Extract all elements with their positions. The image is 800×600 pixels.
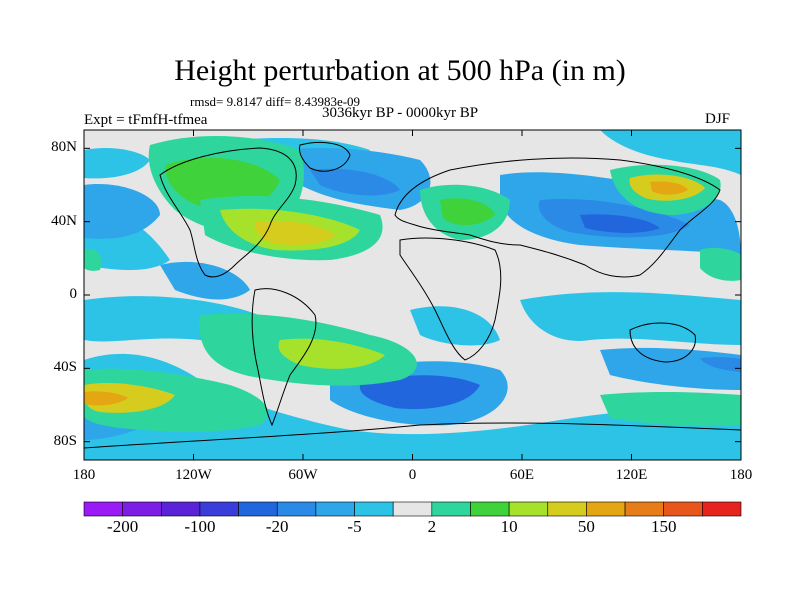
orange-high-region	[650, 181, 688, 195]
cyan-region	[84, 148, 150, 179]
colorbar-label: -5	[347, 517, 362, 536]
rmsd-diff-stats: rmsd= 9.8147 diff= 8.43983e-09	[190, 94, 361, 109]
yellow-high-region	[84, 383, 175, 413]
lat-tick-label: 0	[69, 286, 78, 302]
cyan-region	[600, 130, 741, 175]
coastline-north-america	[159, 147, 297, 278]
colorbar-label: 2	[427, 517, 437, 536]
lat-tick-label: 80S	[53, 432, 77, 449]
colorbar-label: 10	[500, 517, 518, 536]
colorbar-swatch	[238, 501, 278, 517]
period-label: 3036kyr BP - 0000kyr BP	[321, 105, 479, 121]
coastline-antarctica	[84, 422, 741, 449]
coastlines	[84, 142, 741, 449]
green-high-region	[600, 391, 741, 427]
colorbar-swatch	[122, 501, 162, 517]
lon-tick-label: 180	[72, 467, 96, 483]
green-high-region	[278, 338, 385, 369]
green-high-region	[440, 198, 495, 226]
colorbar-swatch	[663, 501, 703, 517]
blue-low-region	[84, 184, 160, 239]
lon-tick-label: 60E	[509, 467, 535, 483]
colorbar-label: -200	[107, 517, 139, 536]
blue-low-region	[700, 357, 741, 372]
colorbar-swatch	[199, 501, 239, 517]
coastline-greenland	[299, 142, 351, 172]
colorbar-swatch	[315, 501, 355, 517]
yellow-high-region	[254, 220, 335, 245]
blue-low-region	[580, 214, 660, 233]
lon-tick-label: 60W	[288, 467, 318, 483]
colorbar-label: -20	[265, 517, 289, 536]
colorbar-label: -100	[184, 517, 216, 536]
lon-tick-label: 180	[729, 467, 753, 483]
colorbar-swatch	[276, 501, 317, 517]
chart-title: Height perturbation at 500 hPa (in m)	[174, 54, 626, 87]
colorbar-swatch	[83, 501, 123, 517]
colorbar-swatch	[160, 501, 201, 517]
lon-tick-label: 120E	[615, 467, 648, 483]
coastline-africa	[399, 237, 502, 361]
lat-tick-label: 40N	[51, 212, 77, 229]
colorbar-label: 150	[650, 517, 677, 536]
axis-ticks	[83, 130, 742, 460]
colorbar-swatch	[702, 501, 742, 517]
cyan-region	[410, 306, 500, 346]
colorbar	[83, 501, 742, 517]
lon-tick-label: 0	[408, 467, 417, 483]
cyan-region	[84, 353, 741, 460]
colorbar-label: 50	[577, 517, 595, 536]
green-high-region	[700, 247, 741, 281]
orange-high-region	[84, 391, 128, 406]
cyan-region	[520, 292, 741, 345]
colorbar-swatch	[354, 501, 394, 517]
colorbar-swatch	[470, 501, 510, 517]
coastline-south-america	[251, 288, 317, 427]
colorbar-swatch	[586, 501, 626, 517]
coastline-eurasia	[394, 157, 721, 278]
colorbar-swatch	[624, 501, 665, 517]
lat-tick-label: 40S	[53, 359, 77, 376]
green-high-region	[84, 248, 102, 271]
height-perturbation-field	[84, 130, 741, 460]
blue-low-region	[310, 168, 400, 196]
colorbar-swatch	[508, 501, 549, 517]
lat-tick-label: 80N	[51, 139, 77, 156]
colorbar-swatch	[431, 501, 471, 517]
colorbar-swatch	[392, 501, 433, 517]
lon-tick-label: 120W	[175, 467, 212, 483]
coastline-australia	[629, 322, 696, 363]
colorbar-swatch	[547, 501, 587, 517]
experiment-label: Expt = tFmfH-tfmea	[84, 112, 208, 128]
season-label: DJF	[705, 111, 731, 127]
blue-low-region	[359, 375, 480, 410]
